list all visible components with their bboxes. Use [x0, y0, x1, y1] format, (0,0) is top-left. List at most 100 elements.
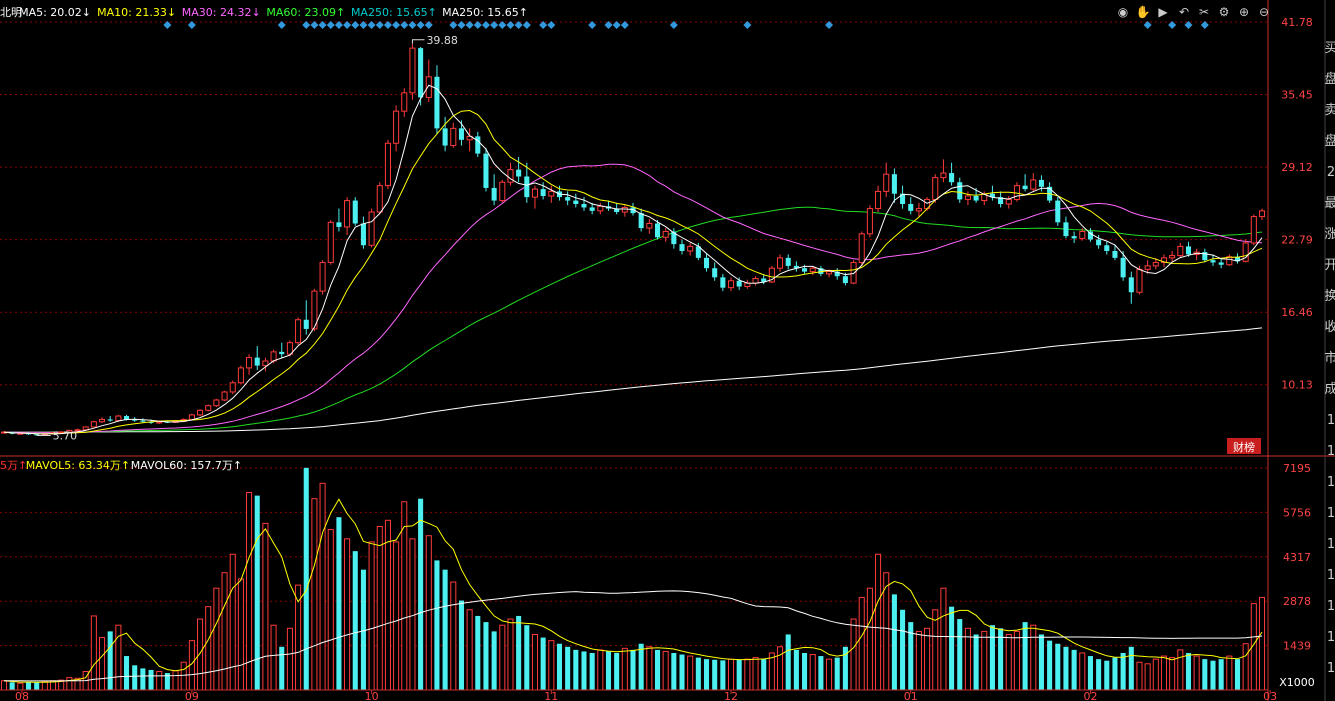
- volume-bar[interactable]: [793, 649, 799, 690]
- volume-bar[interactable]: [638, 643, 644, 690]
- candle[interactable]: [1112, 250, 1118, 258]
- candle[interactable]: [418, 48, 424, 98]
- volume-bar[interactable]: [254, 495, 260, 690]
- volume-bar[interactable]: [132, 665, 138, 690]
- candle[interactable]: [360, 223, 366, 246]
- volume-bar[interactable]: [1120, 652, 1126, 690]
- volume-bar[interactable]: [1079, 652, 1086, 691]
- volume-bar[interactable]: [499, 624, 506, 691]
- candle[interactable]: [507, 169, 514, 183]
- volume-bar[interactable]: [1169, 657, 1176, 691]
- volume-bar[interactable]: [989, 625, 995, 690]
- candle[interactable]: [573, 200, 579, 205]
- candle[interactable]: [1258, 210, 1266, 218]
- volume-bar[interactable]: [148, 669, 154, 690]
- volume-bar[interactable]: [900, 609, 906, 690]
- volume-bar[interactable]: [932, 609, 939, 691]
- volume-bar[interactable]: [352, 551, 358, 690]
- candle[interactable]: [295, 319, 302, 344]
- volume-bar[interactable]: [597, 649, 604, 691]
- candle[interactable]: [908, 204, 914, 211]
- volume-bar[interactable]: [1128, 646, 1134, 690]
- volume-bar[interactable]: [752, 657, 759, 691]
- volume-bar[interactable]: [744, 658, 751, 691]
- candle[interactable]: [188, 414, 195, 420]
- volume-bar[interactable]: [654, 649, 661, 690]
- volume-bar[interactable]: [0, 680, 8, 691]
- volume-bar[interactable]: [458, 600, 464, 690]
- volume-bar[interactable]: [475, 615, 481, 690]
- volume-bar[interactable]: [384, 519, 391, 691]
- volume-bar[interactable]: [1160, 655, 1168, 691]
- candle[interactable]: [687, 245, 694, 252]
- badge-bg[interactable]: [1227, 438, 1261, 454]
- candle[interactable]: [1022, 185, 1028, 190]
- volume-bar[interactable]: [573, 649, 579, 690]
- volume-bar[interactable]: [589, 652, 595, 690]
- volume-bar[interactable]: [1063, 646, 1069, 690]
- volume-bar[interactable]: [1258, 596, 1266, 691]
- volume-bar[interactable]: [197, 618, 204, 691]
- undo-icon[interactable]: ↶: [1179, 5, 1189, 19]
- volume-bar[interactable]: [981, 630, 988, 691]
- candle[interactable]: [107, 419, 113, 421]
- volume-bar[interactable]: [809, 654, 816, 691]
- candle[interactable]: [82, 426, 89, 431]
- volume-bar[interactable]: [940, 587, 947, 691]
- volume-bar[interactable]: [140, 668, 146, 690]
- candle[interactable]: [761, 278, 767, 282]
- candle[interactable]: [768, 267, 775, 283]
- volume-bar[interactable]: [703, 659, 710, 690]
- candle[interactable]: [727, 280, 735, 289]
- candle[interactable]: [384, 142, 391, 187]
- volume-bar[interactable]: [1005, 633, 1012, 691]
- volume-bar[interactable]: [1013, 630, 1020, 691]
- candle[interactable]: [802, 268, 808, 272]
- candle[interactable]: [524, 176, 530, 198]
- volume-bar[interactable]: [221, 572, 228, 691]
- candle[interactable]: [156, 421, 163, 424]
- candle[interactable]: [614, 208, 620, 213]
- candle[interactable]: [932, 177, 939, 200]
- volume-bar[interactable]: [1096, 659, 1102, 690]
- candle[interactable]: [466, 135, 473, 141]
- volume-bar[interactable]: [1185, 652, 1192, 690]
- volume-bar[interactable]: [858, 596, 865, 691]
- candle[interactable]: [565, 197, 571, 201]
- volume-bar[interactable]: [924, 627, 931, 691]
- volume-bar[interactable]: [270, 624, 277, 691]
- candle[interactable]: [785, 257, 791, 266]
- volume-bar[interactable]: [17, 682, 24, 691]
- volume-bar[interactable]: [1071, 649, 1077, 690]
- volume-bar[interactable]: [434, 560, 440, 690]
- candle[interactable]: [883, 173, 890, 192]
- volume-bar[interactable]: [246, 492, 253, 691]
- candle[interactable]: [1136, 268, 1143, 293]
- volume-bar[interactable]: [327, 529, 334, 691]
- hand-icon[interactable]: ✋: [1136, 5, 1151, 19]
- candle[interactable]: [115, 415, 122, 422]
- candle[interactable]: [434, 76, 440, 129]
- volume-bar[interactable]: [1136, 661, 1143, 691]
- volume-bar[interactable]: [450, 581, 457, 691]
- volume-bar[interactable]: [66, 677, 73, 691]
- volume-bar[interactable]: [1218, 659, 1224, 690]
- candle[interactable]: [589, 207, 595, 211]
- candle[interactable]: [1218, 262, 1224, 265]
- volume-bar[interactable]: [679, 654, 685, 690]
- candle[interactable]: [826, 271, 833, 275]
- volume-bar[interactable]: [621, 647, 628, 691]
- volume-bar[interactable]: [1242, 643, 1249, 691]
- volume-bar[interactable]: [1112, 657, 1118, 690]
- candle[interactable]: [98, 418, 106, 423]
- candle[interactable]: [1063, 222, 1069, 237]
- candle[interactable]: [1185, 246, 1192, 255]
- chart-toolbar[interactable]: ◉ ✋ ▶ ↶ ✂ ⚙ ⊕ ⊖: [1118, 5, 1269, 19]
- volume-bar[interactable]: [156, 670, 163, 691]
- volume-bar[interactable]: [802, 652, 808, 690]
- volume-bar[interactable]: [834, 657, 840, 690]
- volume-bar[interactable]: [25, 681, 32, 690]
- candle[interactable]: [34, 434, 40, 436]
- volume-bar[interactable]: [891, 594, 897, 690]
